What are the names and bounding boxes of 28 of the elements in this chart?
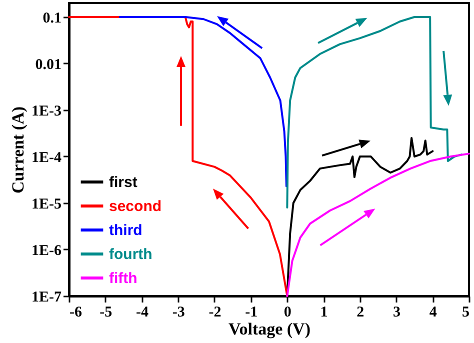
legend-label: third — [109, 222, 142, 239]
x-tick-label: -6 — [70, 304, 82, 320]
y-axis-title: Current (A) — [8, 106, 28, 194]
line-series — [286, 16, 463, 209]
x-tick-label: -3 — [172, 304, 185, 320]
x-tick-label: 2 — [356, 304, 364, 320]
legend-label: fifth — [109, 270, 138, 287]
x-tick-label: 5 — [462, 304, 470, 320]
x-tick-label: -2 — [208, 304, 222, 320]
x-tick-label: -1 — [245, 304, 258, 320]
x-tick-label: 1 — [320, 304, 328, 320]
x-tick-label: -5 — [100, 304, 112, 320]
x-tick-label: 0 — [284, 304, 292, 320]
y-tick-label: 1E-7 — [32, 290, 62, 306]
line-series — [286, 152, 470, 297]
y-tick-label: 1E-3 — [32, 104, 62, 120]
legend-label: second — [109, 198, 162, 215]
x-tick-label: 3 — [393, 304, 401, 320]
y-tick-label: 1E-4 — [32, 150, 62, 166]
x-tick-label: 4 — [429, 304, 438, 320]
x-tick-label: -4 — [136, 304, 149, 320]
y-tick-label: 1E-5 — [32, 196, 62, 212]
y-tick-label: 0.01 — [35, 57, 62, 73]
y-tick-label: 1E-6 — [32, 243, 62, 259]
y-tick-label: 0.1 — [42, 10, 62, 26]
legend-label: fourth — [109, 246, 152, 263]
x-axis-title: Voltage (V) — [228, 320, 310, 338]
legend-label: first — [109, 174, 138, 191]
